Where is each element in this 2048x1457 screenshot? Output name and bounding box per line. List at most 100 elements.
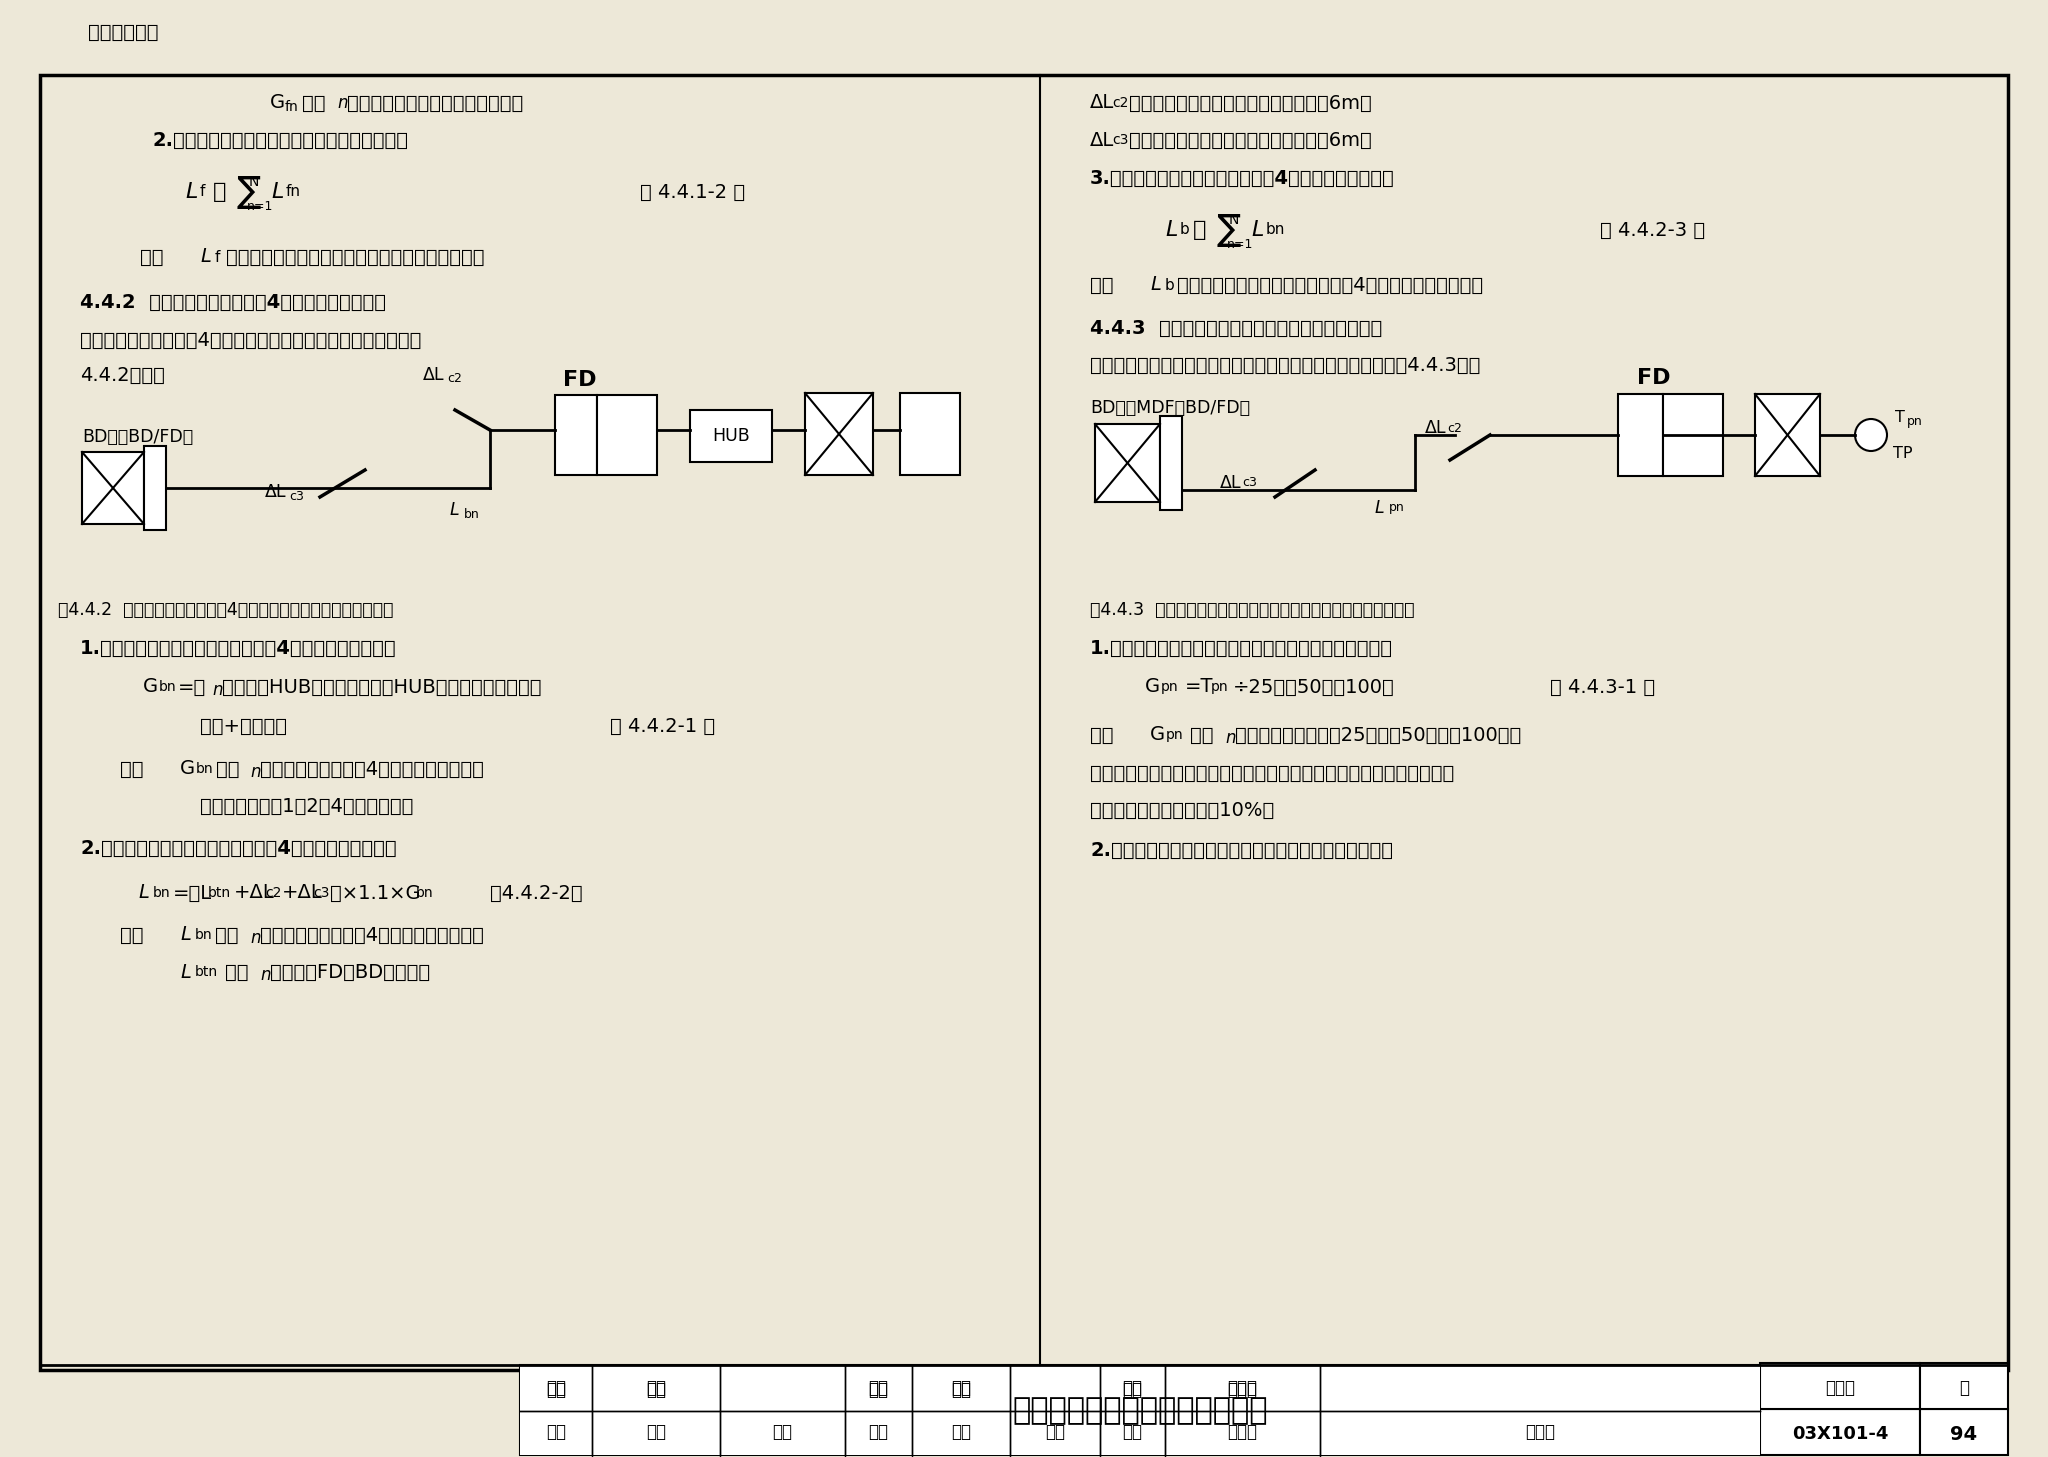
Text: 相关技术资料: 相关技术资料 <box>88 22 158 41</box>
Text: 为在交接间电缆预留长度，长度一般为6m；: 为在交接间电缆预留长度，长度一般为6m； <box>1128 93 1372 112</box>
Text: 式中: 式中 <box>121 925 143 944</box>
Text: （ 4.4.1-2 ）: （ 4.4.1-2 ） <box>639 182 745 201</box>
Text: bn: bn <box>416 886 434 900</box>
Text: bn: bn <box>1266 223 1286 237</box>
Bar <box>555 395 598 475</box>
Text: bn: bn <box>154 886 170 900</box>
Text: 1.各层（区）支持语音的干线子系统大对数电缆根数计算: 1.各层（区）支持语音的干线子系统大对数电缆根数计算 <box>1090 638 1393 657</box>
Text: N: N <box>250 175 260 189</box>
Text: n: n <box>250 763 260 781</box>
Text: L: L <box>137 883 150 902</box>
Text: 式中: 式中 <box>1090 726 1114 745</box>
Bar <box>690 409 772 462</box>
Bar <box>520 1365 1759 1456</box>
Text: 大对数干线电缆的根数（取整数值）。亦可考虑适当的冗余数量，冗余: 大对数干线电缆的根数（取整数值）。亦可考虑适当的冗余数量，冗余 <box>1090 763 1454 782</box>
Text: 为第: 为第 <box>301 93 326 112</box>
Bar <box>520 1365 1759 1456</box>
Text: btn: btn <box>195 965 219 979</box>
Bar <box>598 395 657 475</box>
Text: ΔL: ΔL <box>1425 420 1446 437</box>
Text: 数量占干线电缆对数中的10%。: 数量占干线电缆对数中的10%。 <box>1090 800 1274 819</box>
Text: fn: fn <box>287 185 301 200</box>
Text: 4.4.2所示。: 4.4.2所示。 <box>80 366 166 385</box>
Text: 层（区）干线子系统光缆的根数。: 层（区）干线子系统光缆的根数。 <box>346 93 522 112</box>
Text: c3: c3 <box>1112 133 1128 147</box>
Text: ΔL: ΔL <box>1221 474 1241 492</box>
Bar <box>1755 393 1821 476</box>
Text: FD: FD <box>1636 369 1671 388</box>
Text: ∑: ∑ <box>238 175 262 208</box>
Text: L: L <box>1165 220 1178 240</box>
Text: 校对: 校对 <box>868 1423 889 1441</box>
Text: 为建筑物内支持数据的干线子系统4对对绞电缆的总长度。: 为建筑物内支持数据的干线子系统4对对绞电缆的总长度。 <box>1178 275 1483 294</box>
Text: 朱立彤: 朱立彤 <box>1227 1381 1257 1399</box>
Text: fn: fn <box>285 101 299 114</box>
Text: 式中: 式中 <box>121 759 143 778</box>
Text: pn: pn <box>1389 501 1405 514</box>
Bar <box>805 393 872 475</box>
Text: bn: bn <box>465 507 479 520</box>
Text: 为第: 为第 <box>215 759 240 778</box>
Text: BD（或BD/FD）: BD（或BD/FD） <box>82 428 193 446</box>
Text: ΔL: ΔL <box>424 366 444 385</box>
Text: 2.建筑物内支持数据的干线子系统光缆用量计算: 2.建筑物内支持数据的干线子系统光缆用量计算 <box>152 131 408 150</box>
Text: （ 4.4.2-3 ）: （ 4.4.2-3 ） <box>1599 220 1706 239</box>
Text: 孙兰: 孙兰 <box>950 1423 971 1441</box>
Text: bn: bn <box>160 680 176 694</box>
Text: n: n <box>338 95 348 112</box>
Text: ）×1.1×G: ）×1.1×G <box>330 883 420 902</box>
Text: +ΔL: +ΔL <box>283 883 324 902</box>
Text: 张宜: 张宜 <box>645 1378 666 1397</box>
Text: n: n <box>1225 728 1235 747</box>
Text: 03X101-4: 03X101-4 <box>1792 1425 1888 1442</box>
Text: （ 4.4.2-1 ）: （ 4.4.2-1 ） <box>610 717 715 736</box>
Text: 审核: 审核 <box>547 1423 565 1441</box>
Text: 2.各层（区）支持数据的干线子系统4对对绞电缆用量计算: 2.各层（区）支持数据的干线子系统4对对绞电缆用量计算 <box>80 838 397 858</box>
Text: 为第: 为第 <box>225 963 248 982</box>
Bar <box>1159 417 1182 510</box>
Text: 朱立彤: 朱立彤 <box>1526 1423 1554 1441</box>
Bar <box>1759 1409 1921 1456</box>
Text: G: G <box>270 93 285 112</box>
Text: b: b <box>1180 223 1190 237</box>
Text: c3: c3 <box>289 490 303 503</box>
Text: （4.4.2-2）: （4.4.2-2） <box>489 883 582 902</box>
Text: ÷25（或50、或100）: ÷25（或50、或100） <box>1233 678 1395 696</box>
Text: 校对: 校对 <box>868 1381 889 1399</box>
Text: 冗余数量一般为1～2根4对对绞电缆。: 冗余数量一般为1～2根4对对绞电缆。 <box>201 797 414 816</box>
Bar <box>899 393 961 475</box>
Text: 图4.4.3  支持语音的干线子系统大对数电缆各部分之间的相互关系: 图4.4.3 支持语音的干线子系统大对数电缆各部分之间的相互关系 <box>1090 600 1415 619</box>
Text: pn: pn <box>1907 415 1923 428</box>
Text: 设计: 设计 <box>1122 1378 1143 1397</box>
Text: ΔL: ΔL <box>1090 93 1114 112</box>
Text: L: L <box>201 248 211 267</box>
Text: 2.各层（区）支持语音的干线子系统大对数电缆用量计算: 2.各层（区）支持语音的干线子系统大对数电缆用量计算 <box>1090 841 1393 860</box>
Text: b: b <box>1165 277 1176 293</box>
Bar <box>1921 1409 2007 1456</box>
Text: =第: =第 <box>178 678 207 696</box>
Text: 页: 页 <box>1960 1378 1968 1397</box>
Bar <box>1663 393 1722 476</box>
Text: 审核: 审核 <box>547 1381 565 1399</box>
Bar <box>82 452 143 525</box>
Text: G: G <box>143 678 158 696</box>
Text: f: f <box>215 249 221 265</box>
Text: 支持数据的干线子系统4对对绞电缆各部分之间的相互关系详见图: 支持数据的干线子系统4对对绞电缆各部分之间的相互关系详见图 <box>80 331 422 350</box>
Bar <box>1096 424 1159 503</box>
Text: L: L <box>451 501 459 519</box>
Text: HUB: HUB <box>713 427 750 444</box>
Text: 3.建筑物内支持数据的干线子系统4对对绞电缆用量计算: 3.建筑物内支持数据的干线子系统4对对绞电缆用量计算 <box>1090 169 1395 188</box>
Text: 式中: 式中 <box>139 248 164 267</box>
Text: 综合布线系统的设计方法（八）: 综合布线系统的设计方法（八） <box>1012 1396 1268 1425</box>
Text: 张宜: 张宜 <box>772 1423 793 1441</box>
Text: n: n <box>213 680 223 699</box>
Text: L: L <box>180 963 190 982</box>
Bar <box>1759 1362 1921 1409</box>
Text: 设计: 设计 <box>1122 1381 1143 1399</box>
Text: 层（区）HUB（或交换机）或HUB群（或交换机群）的: 层（区）HUB（或交换机）或HUB群（或交换机群）的 <box>221 678 541 696</box>
Text: 为第: 为第 <box>1190 726 1214 745</box>
Text: c2: c2 <box>1448 421 1462 434</box>
Text: 审核: 审核 <box>547 1378 565 1397</box>
Text: L: L <box>180 925 190 944</box>
Text: 为第: 为第 <box>215 925 238 944</box>
